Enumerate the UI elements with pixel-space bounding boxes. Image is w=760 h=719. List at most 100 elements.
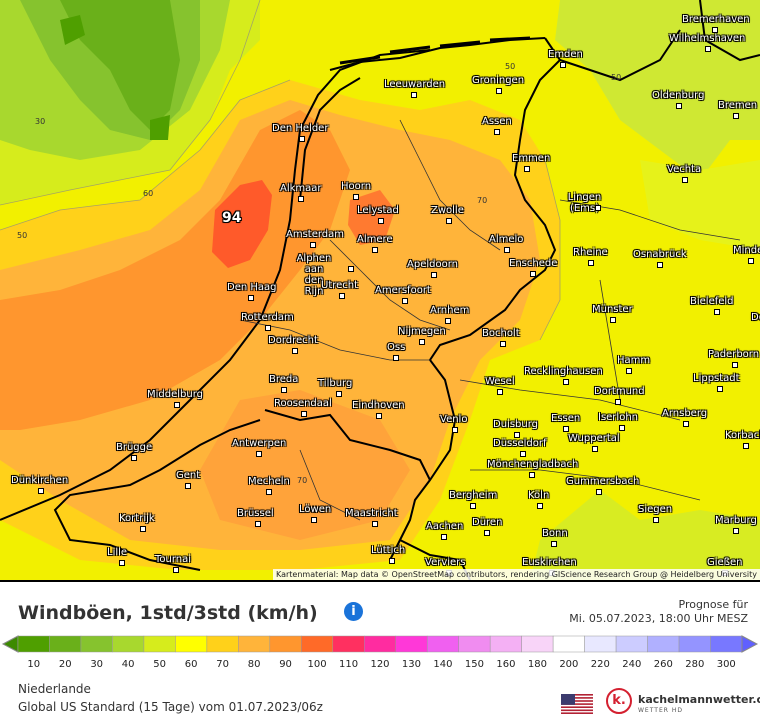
city-marker: [504, 247, 510, 253]
city-marker: [494, 129, 500, 135]
legend-tick-label: 200: [559, 659, 579, 670]
legend-tick-label: 20: [58, 659, 72, 670]
city-label: Alphen aan den Rijn: [296, 253, 332, 297]
field-10-nw2: [150, 115, 170, 140]
city-label: Brüssel: [237, 508, 274, 519]
city-marker: [292, 348, 298, 354]
city-marker: [497, 389, 503, 395]
legend-tick-label: 180: [527, 659, 547, 670]
legend-swatch: [175, 635, 208, 653]
city-marker: [682, 177, 688, 183]
city-marker: [595, 205, 601, 211]
city-marker: [411, 92, 417, 98]
city-label: Breda: [269, 374, 299, 385]
city-label: Rotterdam: [241, 312, 294, 323]
city-marker: [348, 266, 354, 272]
city-label: Eindhoven: [352, 400, 405, 411]
city-label: Dordrecht: [268, 335, 318, 346]
legend-swatch: [364, 635, 396, 653]
city-label: Euskirchen: [522, 557, 577, 568]
legend-swatch: [426, 635, 459, 653]
city-label: Düsseldorf: [493, 438, 547, 449]
kachelmann-logo-icon[interactable]: k.: [606, 688, 632, 714]
legend-tick-label: 90: [279, 659, 292, 670]
legend-tick-label: 80: [247, 659, 261, 670]
city-label: Detmold: [751, 312, 760, 323]
coastline-islands: [339, 36, 531, 65]
legend-tick-label: 280: [685, 659, 705, 670]
city-label: Gießen: [707, 557, 743, 568]
city-marker: [619, 425, 625, 431]
brand-name[interactable]: kachelmannwetter.com: [638, 693, 760, 706]
legend-tick-label: 60: [184, 659, 198, 670]
legend-swatch: [584, 635, 617, 653]
legend-tick-label: 100: [307, 659, 327, 670]
legend-swatch: [143, 635, 176, 653]
city-label: Rheine: [573, 247, 608, 258]
legend-swatch: [49, 635, 82, 653]
city-label: Bonn: [542, 528, 568, 539]
legend-tick-label: 140: [433, 659, 453, 670]
city-label: Hoorn: [341, 181, 372, 192]
city-marker: [712, 27, 718, 33]
peak-value-label: 94: [222, 210, 242, 226]
footer-panel: Windböen, 1std/3std (km/h) i Prognose fü…: [0, 582, 760, 719]
city-label: Mönchengladbach: [487, 459, 579, 470]
city-label: Middelburg: [147, 389, 204, 400]
legend-swatch: [458, 635, 491, 653]
city-label: Emden: [548, 49, 583, 60]
city-label: Lüttich: [371, 545, 406, 556]
city-label: Duisburg: [493, 419, 538, 430]
field-85-south: [200, 390, 410, 540]
info-icon[interactable]: i: [344, 602, 363, 621]
city-marker: [615, 399, 621, 405]
city-label: Assen: [482, 116, 512, 127]
field-40-50: [555, 0, 760, 180]
us-flag-icon[interactable]: [561, 694, 593, 714]
field-90-ijssel: [348, 190, 395, 245]
city-label: Bergheim: [449, 490, 498, 501]
city-marker: [657, 262, 663, 268]
city-marker: [496, 88, 502, 94]
city-label: Recklinghausen: [524, 366, 603, 377]
city-marker: [592, 446, 598, 452]
legend-swatch: [17, 635, 50, 653]
legend-tick-label: 240: [622, 659, 642, 670]
city-marker: [378, 218, 384, 224]
wind-gust-map[interactable]: 50 30 60 50 50 70 70 94 Bremerhaven Wilhe…: [0, 0, 760, 582]
city-label: Bocholt: [482, 328, 520, 339]
isolines: [0, 0, 561, 341]
city-marker: [537, 503, 543, 509]
legend-tick-label: 160: [496, 659, 516, 670]
city-marker: [733, 528, 739, 534]
city-marker: [446, 218, 452, 224]
city-marker: [529, 472, 535, 478]
city-label: Maastricht: [345, 508, 398, 519]
city-marker: [683, 421, 689, 427]
city-marker: [376, 413, 382, 419]
city-marker: [185, 483, 191, 489]
city-marker: [524, 166, 530, 172]
city-label: Bremerhaven: [682, 14, 750, 25]
legend-tick-label: 150: [464, 659, 484, 670]
city-label: Düren: [472, 517, 503, 528]
city-label: Roosendaal: [274, 398, 332, 409]
city-label: Amersfoort: [375, 285, 431, 296]
city-marker: [119, 560, 125, 566]
map-attribution: Kartenmaterial: Map data © OpenStreetMap…: [272, 569, 760, 580]
legend-swatch: [615, 635, 648, 653]
city-marker: [299, 136, 305, 142]
city-marker: [431, 272, 437, 278]
city-label: Tilburg: [318, 378, 353, 389]
field-50-60: [640, 160, 760, 250]
city-marker: [520, 451, 526, 457]
city-label: Lelystad: [357, 205, 399, 216]
city-marker: [610, 317, 616, 323]
city-label: Apeldoorn: [407, 259, 458, 270]
legend-swatch: [112, 635, 145, 653]
legend-tick-label: 30: [90, 659, 104, 670]
city-label: Löwen: [299, 504, 332, 515]
city-label: Münster: [592, 304, 633, 315]
city-label: Alkmaar: [280, 183, 322, 194]
city-label: Essen: [551, 413, 581, 424]
